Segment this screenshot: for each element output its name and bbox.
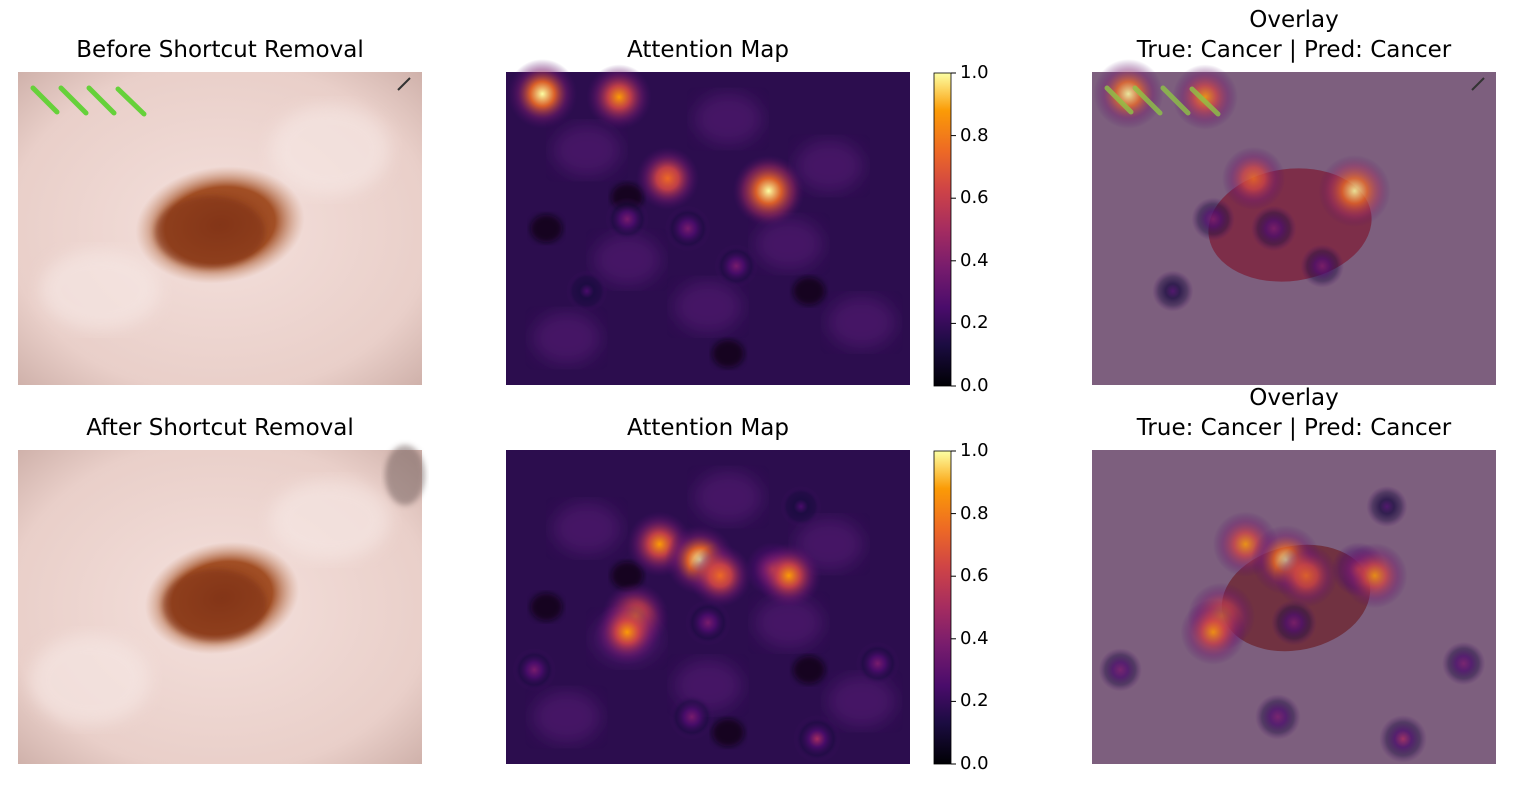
heatmap-low-region — [793, 655, 825, 684]
attention-hotspot — [714, 244, 758, 288]
attention-hotspot — [507, 59, 578, 129]
colorbar-tick-label: 0.6 — [960, 565, 989, 587]
colorbar-tick-label: 0.2 — [960, 690, 989, 712]
overlay-hotspot — [1300, 244, 1344, 288]
heatmap-low-region — [793, 277, 825, 306]
attention-hotspot — [780, 485, 822, 528]
heatmap-texture — [694, 92, 763, 145]
colorbar-tick-label: 0.0 — [960, 753, 989, 774]
heatmap-low-region — [712, 718, 745, 747]
heatmap-texture — [827, 296, 896, 349]
overlay-hotspot — [1318, 154, 1391, 227]
overlay-hotspot — [1366, 485, 1408, 528]
row1-hair-artifact — [397, 77, 411, 91]
row2-map-title: Attention Map — [627, 415, 789, 441]
heatmap-texture — [827, 675, 896, 728]
colorbar-tick-label: 0.4 — [960, 249, 989, 271]
row1-skin-image — [18, 72, 422, 385]
attention-hotspot — [669, 694, 715, 740]
colorbar-tick-label: 0.2 — [960, 312, 989, 334]
overlay-hotspot — [1152, 270, 1194, 312]
colorbar-tick-label: 0.8 — [960, 502, 989, 524]
attention-hotspot — [665, 205, 711, 252]
attention-hotspot — [636, 146, 700, 211]
overlay-hotspot — [1172, 64, 1238, 130]
heatmap-texture — [674, 280, 742, 333]
colorbar-tick-label: 0.4 — [960, 627, 989, 649]
row2-overlay-image — [1092, 450, 1496, 764]
heatmap-texture — [532, 690, 601, 743]
overlay-hotspot — [1274, 544, 1338, 608]
heatmap-texture — [532, 312, 601, 365]
row1-map-title: Attention Map — [627, 37, 789, 63]
heatmap-texture — [593, 233, 662, 286]
row2-image-title: After Shortcut Removal — [86, 415, 354, 441]
heatmap-texture — [754, 596, 823, 649]
row1-overlay-subtitle: True: Cancer | Pred: Cancer — [1136, 37, 1452, 63]
row2-overlay-subtitle: True: Cancer | Pred: Cancer — [1136, 415, 1452, 441]
attention-hotspot — [605, 197, 649, 241]
row1-overlay-marker-lines — [1104, 85, 1221, 117]
row1-image-title: Before Shortcut Removal — [76, 37, 364, 63]
colorbar-tick-label: 0.8 — [960, 124, 989, 146]
row2-attention-heatmap — [506, 450, 910, 764]
colorbar-tick-label: 0.6 — [960, 187, 989, 209]
row2-skin-image — [18, 445, 425, 764]
attention-hotspot — [756, 542, 822, 609]
overlay-hotspot — [1191, 197, 1235, 241]
heatmap-low-region — [530, 214, 563, 243]
attention-hotspot — [855, 641, 900, 686]
attention-hotspot — [594, 599, 660, 665]
heatmap-low-region — [712, 339, 745, 368]
overlay-hotspot — [1271, 599, 1317, 646]
colorbar-tick-label: 0.0 — [960, 375, 989, 396]
heatmap-texture — [552, 502, 621, 555]
attention-hotspot — [732, 154, 805, 227]
overlay-hotspot — [1180, 599, 1246, 665]
row2-overlay-title: Overlay — [1249, 385, 1339, 411]
heatmap-low-region — [611, 561, 644, 590]
heatmap-texture — [552, 124, 621, 177]
overlay-hotspot — [1379, 714, 1427, 763]
row1-colorbar — [933, 72, 952, 387]
overlay-hotspot — [1098, 648, 1142, 692]
row1-green-marker-lines — [30, 85, 147, 117]
row1-attention-heatmap — [506, 59, 910, 385]
overlay-hotspot — [1342, 542, 1408, 609]
attention-hotspot — [688, 544, 752, 608]
colorbar-tick-label: 1.0 — [960, 62, 989, 83]
attention-hotspot — [586, 64, 652, 130]
row2-colorbar — [933, 450, 952, 765]
overlay-hotspot — [1222, 146, 1286, 211]
overlay-hotspot — [1093, 59, 1164, 129]
heatmap-texture — [694, 471, 763, 524]
attention-hotspot — [512, 648, 556, 692]
row1-overlay-title: Overlay — [1249, 7, 1339, 33]
attention-hotspot — [685, 599, 731, 646]
overlay-hotspot — [1251, 205, 1297, 252]
colorbar-tick-label: 1.0 — [960, 440, 989, 461]
overlay-hotspot — [1255, 694, 1301, 740]
attention-hotspot — [793, 714, 841, 763]
heatmap-texture — [754, 218, 823, 271]
heatmap-low-region — [530, 593, 563, 621]
heatmap-texture — [795, 139, 864, 192]
row1-overlay-image — [1092, 59, 1496, 385]
attention-hotspot — [566, 270, 608, 312]
overlay-hotspot — [1441, 641, 1486, 686]
